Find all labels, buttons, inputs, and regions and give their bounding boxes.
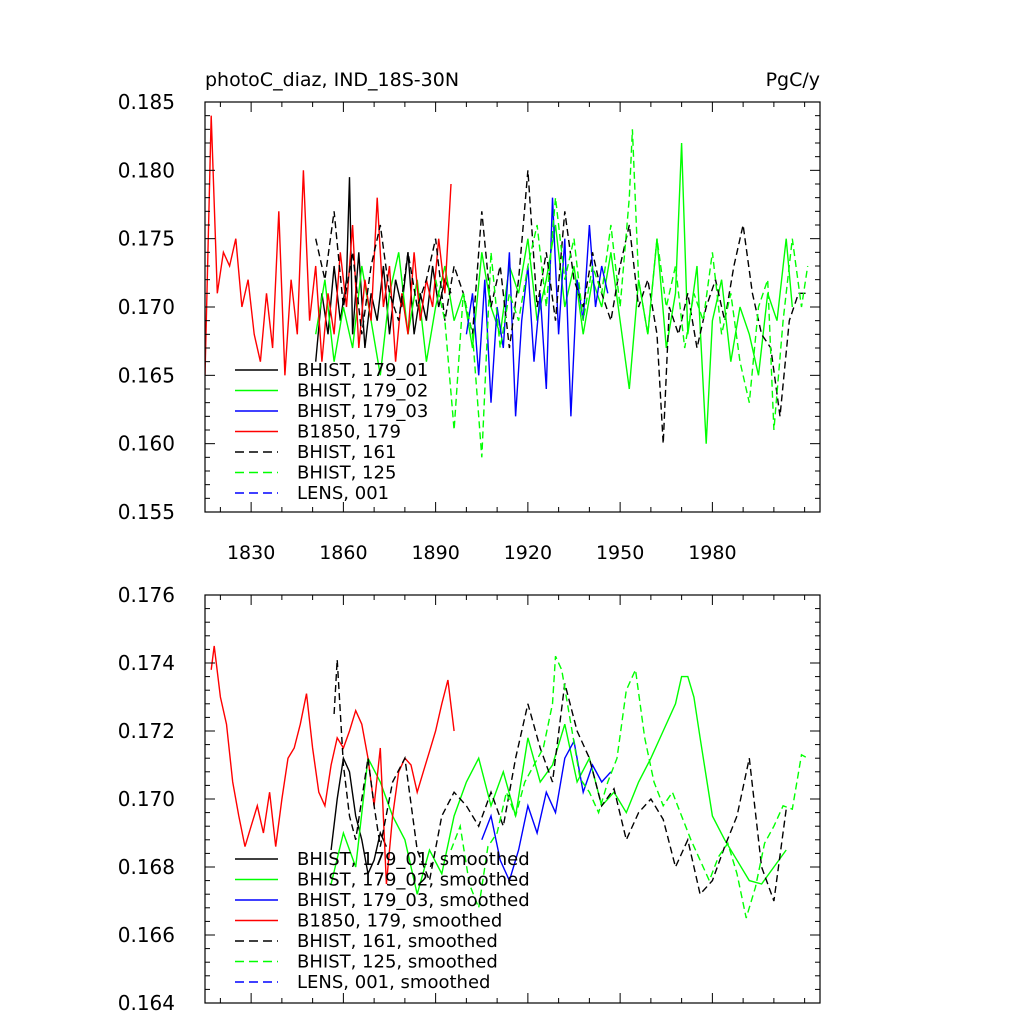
top-series-line-4 (315, 170, 808, 444)
top-legend-label: LENS, 001 (297, 483, 389, 504)
top-x-tick-label: 1890 (411, 542, 459, 564)
bottom-plot-frame (204, 594, 821, 1004)
top-y-tick-label: 0.170 (118, 295, 175, 319)
top-y-tick-label: 0.175 (118, 227, 175, 251)
title-left: photoC_diaz, IND_18S-30N (205, 69, 459, 91)
top-x-tick-label: 1980 (688, 542, 736, 564)
bottom-legend-label: BHIST, 179_03, smoothed (297, 890, 530, 911)
bottom-series-line-3 (210, 645, 455, 885)
bottom-legend-label: BHIST, 161, smoothed (297, 931, 498, 952)
top-series-line-3 (205, 115, 452, 376)
top-legend-label: BHIST, 179_01 (297, 360, 428, 381)
bottom-legend-label: BHIST, 125, smoothed (297, 952, 498, 973)
bottom-series-line-4 (333, 659, 787, 902)
top-y-tick-label: 0.185 (118, 90, 175, 114)
bottom-y-tick-label: 0.172 (118, 719, 175, 743)
top-series-line-5 (434, 129, 809, 458)
bottom-panel: 0.164 0.166 0.168 0.170 0.172 0.174 0.176 BHIS… (118, 583, 821, 1015)
bottom-series-line-5 (450, 655, 809, 919)
bottom-legend-label: BHIST, 179_02, smoothed (297, 870, 530, 891)
bottom-y-tick-label: 0.174 (118, 651, 175, 675)
top-x-tick-label: 1950 (596, 542, 644, 564)
bottom-axis-ticks: 0.164 0.166 0.168 0.170 0.172 0.174 0.176 (118, 583, 820, 1015)
bottom-y-tick-label: 0.176 (118, 583, 175, 607)
top-panel: photoC_diaz, IND_18S-30N PgC/y 1830 1860 1… (118, 69, 821, 564)
top-x-tick-label: 1920 (504, 542, 552, 564)
top-legend-label: B1850, 179 (297, 422, 401, 443)
top-y-tick-label: 0.180 (118, 158, 175, 182)
bottom-y-tick-label: 0.166 (118, 923, 175, 947)
bottom-y-tick-label: 0.164 (118, 991, 175, 1015)
top-plot-lines (205, 115, 809, 458)
top-series-line-0 (315, 177, 452, 362)
top-y-tick-label: 0.160 (118, 432, 175, 456)
top-plot-frame (204, 101, 821, 513)
bottom-y-tick-label: 0.168 (118, 855, 175, 879)
bottom-series-line-0 (330, 755, 388, 877)
bottom-series-line-2 (481, 739, 612, 883)
top-x-tick-label: 1860 (319, 542, 367, 564)
top-legend-label: BHIST, 125 (297, 463, 396, 484)
top-legend-label: BHIST, 179_02 (297, 381, 428, 402)
title-right: PgC/y (766, 69, 820, 91)
bottom-legend-label: BHIST, 179_01, smoothed (297, 849, 530, 870)
top-y-tick-label: 0.155 (118, 500, 175, 524)
bottom-legend-label: B1850, 179, smoothed (297, 911, 502, 932)
bottom-legend-label: LENS, 001, smoothed (297, 972, 490, 993)
top-axis-ticks: 1830 1860 1890 1920 1950 1980 0.155 0.160 0.165 0… (118, 90, 820, 564)
top-legend-label: BHIST, 161 (297, 442, 396, 463)
top-y-tick-label: 0.165 (118, 363, 175, 387)
top-legend-label: BHIST, 179_03 (297, 401, 428, 422)
top-x-tick-label: 1830 (227, 542, 275, 564)
bottom-series-line-1 (330, 675, 787, 895)
bottom-plot-lines (210, 645, 809, 919)
bottom-y-tick-label: 0.170 (118, 787, 175, 811)
